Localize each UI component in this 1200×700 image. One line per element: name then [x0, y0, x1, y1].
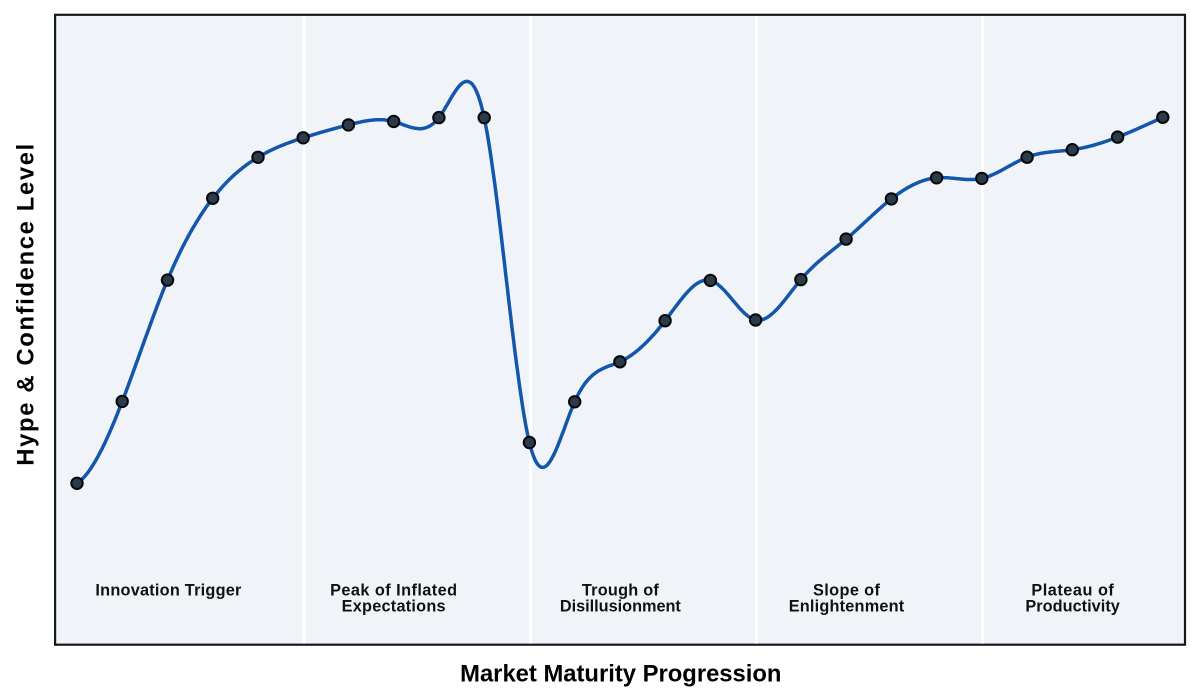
- svg-text:Hype & Confidence Level: Hype & Confidence Level: [12, 144, 39, 466]
- svg-text:Plateau of: Plateau of: [1031, 581, 1114, 599]
- svg-text:Disillusionment: Disillusionment: [560, 598, 682, 616]
- svg-text:Enlightenment: Enlightenment: [789, 598, 905, 616]
- svg-text:Expectations: Expectations: [342, 598, 446, 616]
- svg-text:Market Maturity Progression: Market Maturity Progression: [460, 661, 781, 688]
- svg-text:Peak of Inflated: Peak of Inflated: [330, 581, 457, 599]
- svg-text:Trough of: Trough of: [582, 581, 660, 599]
- svg-text:Slope of: Slope of: [813, 581, 881, 599]
- svg-text:Productivity: Productivity: [1025, 598, 1120, 616]
- svg-text:Innovation Trigger: Innovation Trigger: [95, 581, 242, 599]
